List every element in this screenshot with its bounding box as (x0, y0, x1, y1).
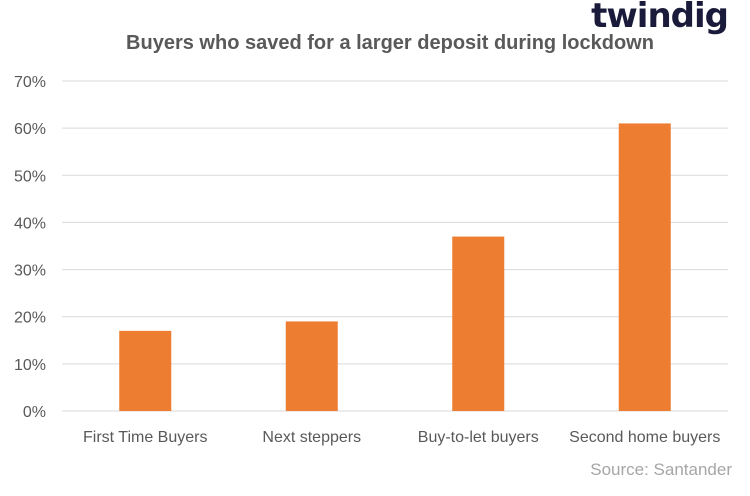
bar (285, 321, 338, 411)
x-tick-label: Second home buyers (569, 429, 720, 446)
y-tick-label: 20% (14, 310, 46, 327)
y-tick-label: 10% (14, 357, 46, 374)
y-tick-label: 70% (14, 74, 46, 91)
bar (452, 236, 505, 411)
x-tick-label: Buy-to-let buyers (418, 429, 539, 446)
brand-logo: twindig (591, 0, 729, 36)
x-tick-label: First Time Buyers (83, 429, 207, 446)
x-tick-label: Next steppers (262, 429, 361, 446)
y-tick-label: 60% (14, 121, 46, 138)
chart-title: Buyers who saved for a larger deposit du… (126, 32, 654, 54)
source-note: Source: Santander (590, 460, 732, 479)
x-axis-ticks: First Time Buyers Next steppers Buy-to-let… (83, 429, 720, 446)
bar (119, 330, 172, 411)
brand-name: twindig (591, 0, 729, 36)
y-tick-label: 50% (14, 168, 46, 185)
y-tick-label: 30% (14, 263, 46, 280)
y-tick-label: 40% (14, 215, 46, 232)
y-tick-label: 0% (23, 404, 46, 421)
bar (618, 123, 671, 411)
y-axis-ticks: 0% 10% 20% 30% 40% 50% 60% 70% (14, 74, 46, 421)
gridlines (62, 80, 728, 412)
bars (119, 123, 671, 411)
